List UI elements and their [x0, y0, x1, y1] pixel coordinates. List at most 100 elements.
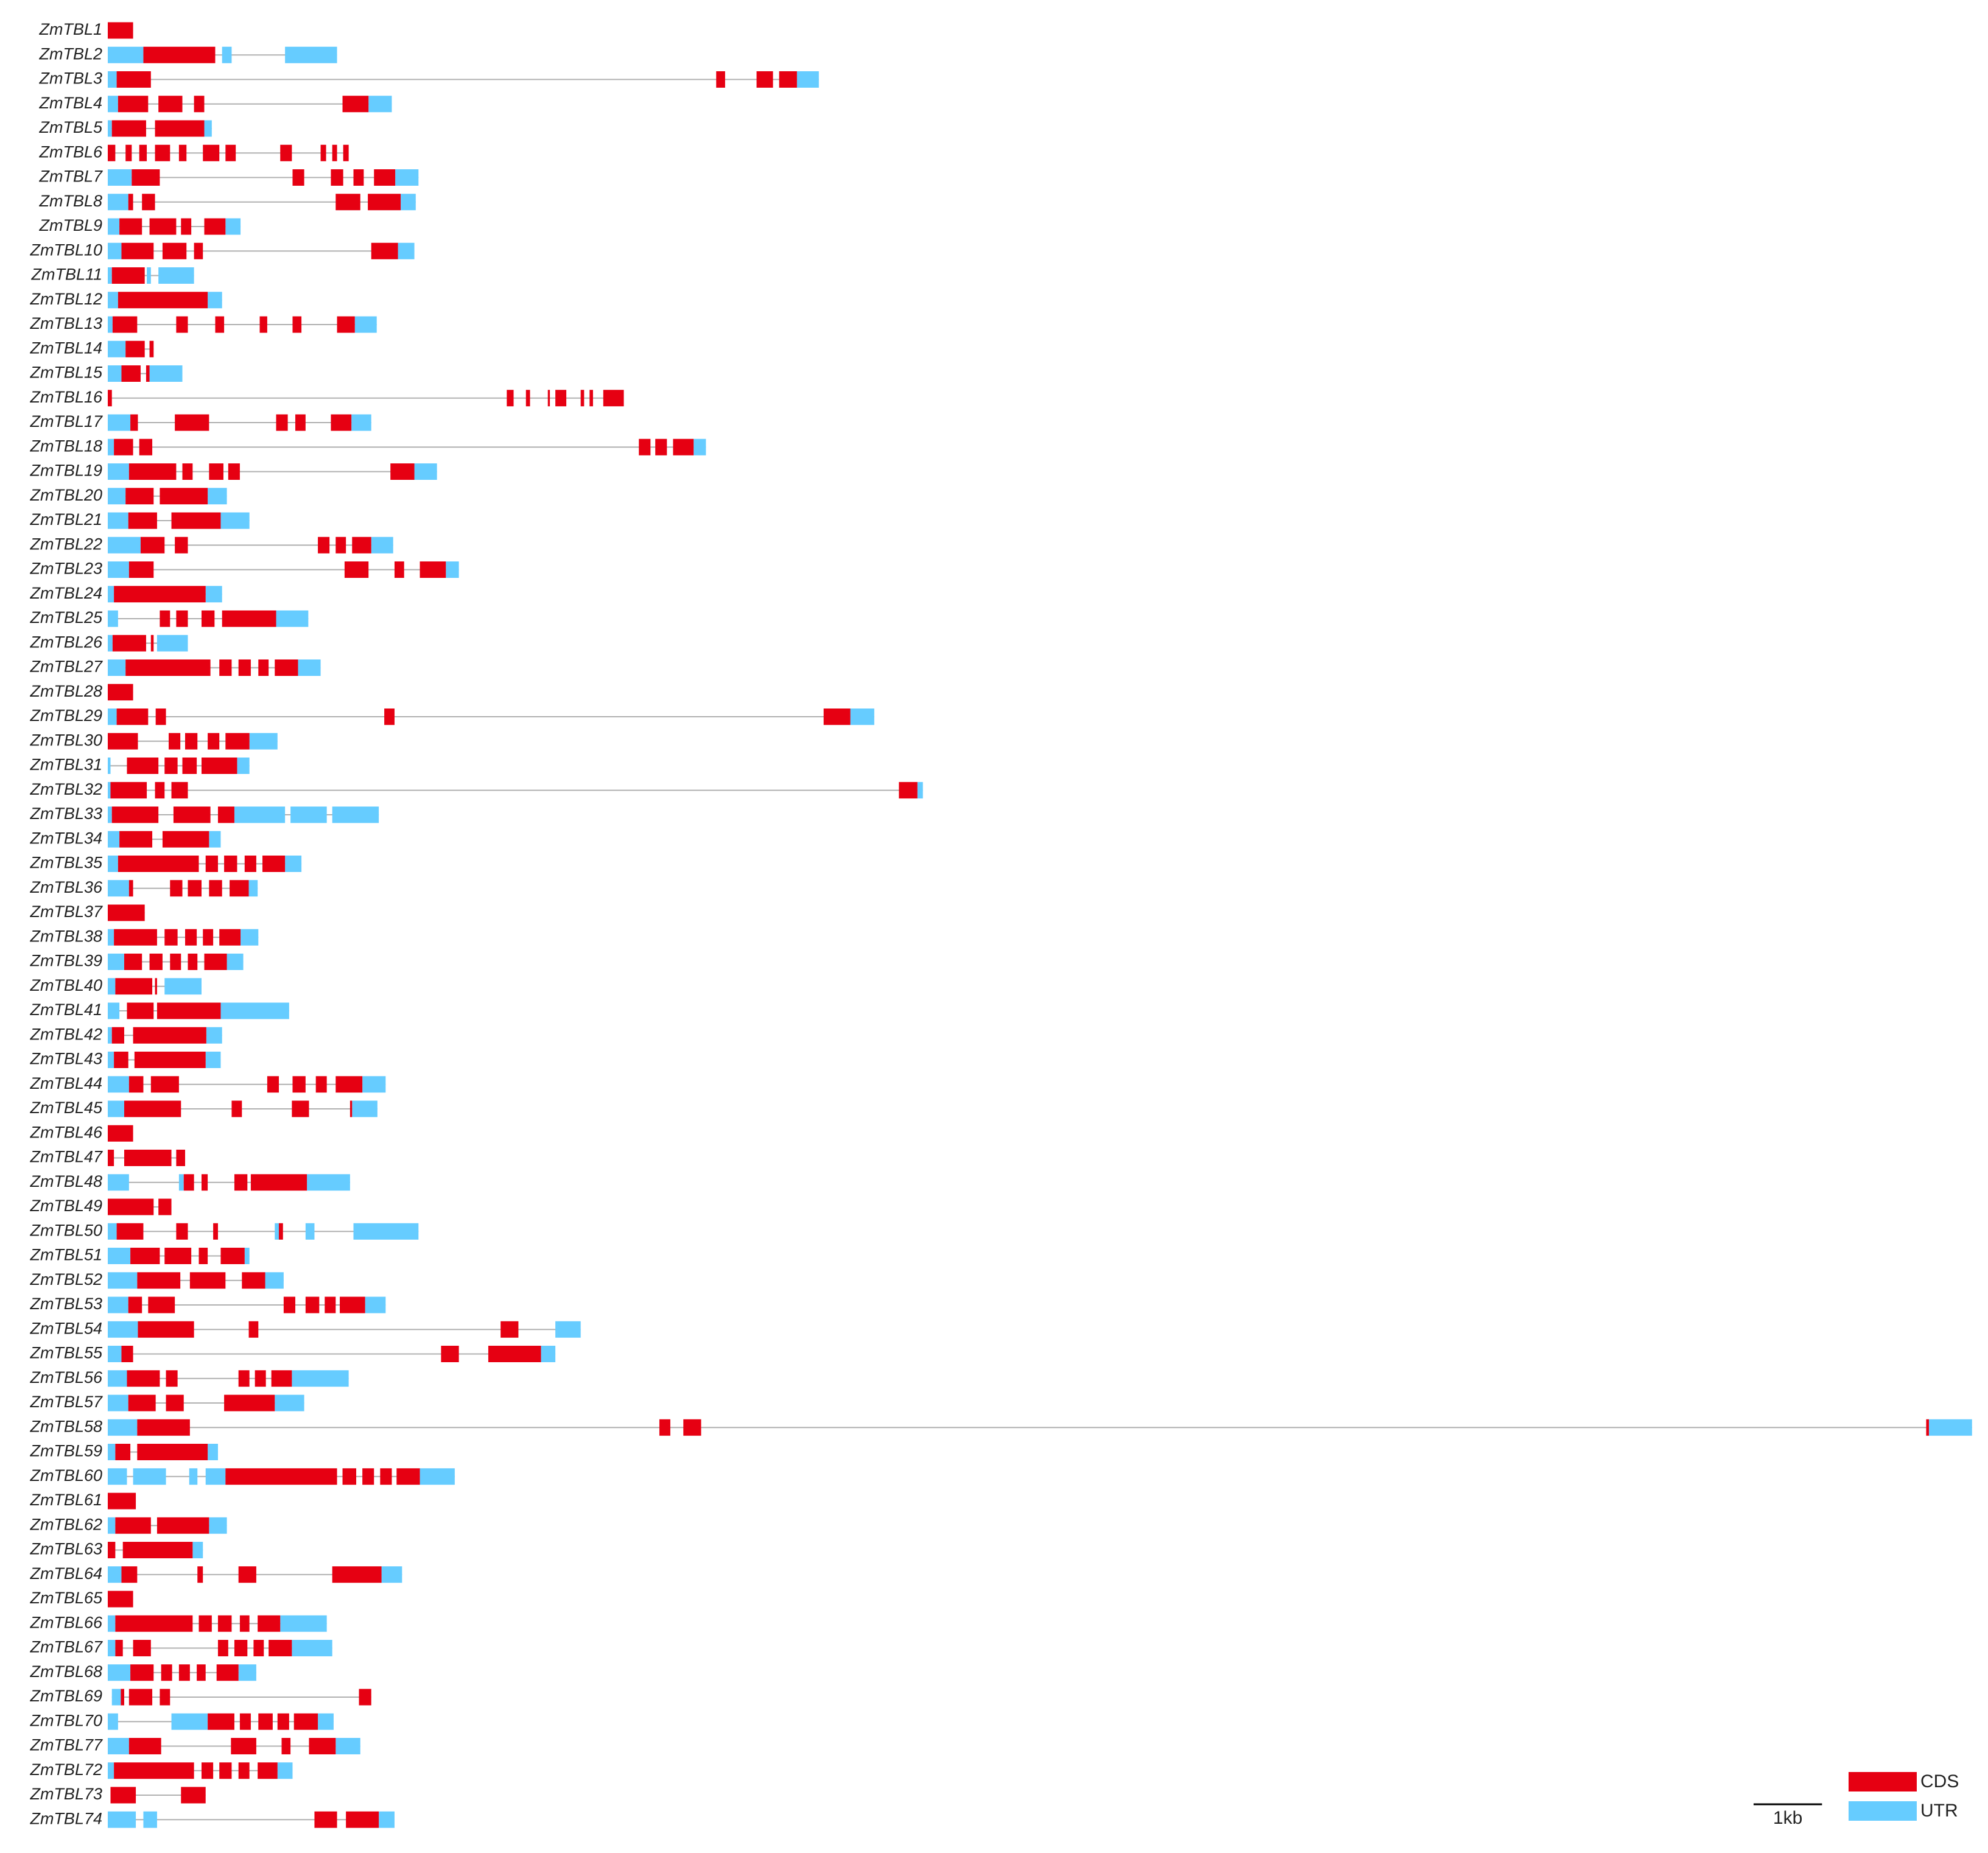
cds-segment: [149, 218, 177, 235]
cds-segment: [318, 536, 330, 554]
cds-segment: [127, 1002, 154, 1019]
cds-segment: [238, 1566, 256, 1583]
gene-name: ZmTBL50: [29, 1221, 102, 1239]
utr-segment: [395, 169, 419, 186]
utr-segment: [108, 1002, 120, 1019]
utr-segment: [401, 194, 416, 211]
gene-name: ZmTBL9: [38, 216, 102, 234]
gene-name: ZmTBL51: [29, 1246, 102, 1264]
cds-segment: [267, 1076, 279, 1093]
utr-segment: [108, 610, 118, 627]
utr-segment: [420, 1468, 455, 1485]
cds-segment: [244, 856, 256, 872]
gene-name: ZmTBL21: [29, 510, 102, 529]
cds-segment: [194, 96, 205, 113]
cds-segment: [1926, 1419, 1929, 1436]
cds-segment: [276, 414, 288, 431]
cds-segment: [155, 782, 165, 799]
cds-segment: [112, 635, 146, 652]
utr-segment: [292, 1640, 332, 1656]
cds-segment: [108, 390, 112, 407]
cds-segment: [194, 242, 203, 259]
utr-segment: [108, 1444, 116, 1460]
utr-segment: [108, 782, 111, 799]
cds-segment: [309, 1738, 336, 1754]
utr-segment: [108, 512, 128, 529]
gene-name: ZmTBL55: [29, 1344, 103, 1362]
gene-name: ZmTBL73: [29, 1785, 102, 1803]
cds-segment: [111, 806, 159, 823]
cds-segment: [115, 1615, 193, 1632]
cds-segment: [507, 390, 514, 407]
utr-segment: [205, 1052, 221, 1068]
utr-segment: [108, 242, 122, 259]
legend-swatch: [1849, 1772, 1917, 1791]
cds-segment: [128, 1689, 153, 1706]
cds-segment: [555, 390, 567, 407]
gene-name: ZmTBL17: [29, 412, 103, 431]
cds-segment: [201, 610, 215, 627]
cds-segment: [343, 144, 349, 161]
cds-segment: [121, 1566, 138, 1583]
cds-segment: [380, 1468, 392, 1485]
utr-segment: [208, 292, 222, 309]
gene-name: ZmTBL5: [38, 118, 103, 136]
utr-segment: [108, 659, 126, 676]
utr-segment: [237, 758, 250, 774]
gene-name: ZmTBL37: [29, 902, 103, 921]
cds-segment: [128, 1394, 156, 1412]
cds-segment: [673, 438, 694, 455]
cds-segment: [188, 880, 202, 897]
cds-segment: [134, 1052, 206, 1068]
cds-segment: [137, 1419, 190, 1436]
cds-segment: [353, 169, 364, 186]
cds-segment: [125, 340, 145, 357]
utr-segment: [108, 292, 118, 309]
cds-segment: [219, 929, 241, 946]
cds-segment: [121, 242, 154, 259]
cds-segment: [208, 733, 220, 750]
cds-segment: [234, 1174, 248, 1191]
cds-segment: [659, 1419, 670, 1436]
cds-segment: [176, 610, 188, 627]
utr-segment: [446, 561, 459, 578]
cds-segment: [374, 169, 396, 186]
cds-segment: [325, 1296, 336, 1313]
cds-segment: [547, 390, 550, 407]
cds-segment: [219, 659, 232, 676]
gene-name: ZmTBL54: [29, 1319, 102, 1337]
cds-segment: [342, 1468, 357, 1485]
gene-name: ZmTBL23: [29, 560, 102, 578]
gene-name: ZmTBL31: [29, 756, 102, 774]
utr-segment: [108, 194, 128, 211]
cds-segment: [171, 782, 188, 799]
utr-segment: [108, 1615, 116, 1632]
cds-segment: [217, 806, 234, 823]
cds-segment: [112, 316, 138, 333]
utr-segment: [238, 1664, 256, 1681]
cds-segment: [231, 1738, 256, 1754]
cds-segment: [127, 758, 159, 774]
cds-segment: [108, 904, 145, 921]
cds-segment: [125, 659, 211, 676]
cds-segment: [198, 1248, 208, 1264]
cds-segment: [271, 1370, 292, 1387]
cds-segment: [160, 1689, 170, 1706]
gene-name: ZmTBL64: [29, 1564, 102, 1583]
cds-segment: [224, 856, 237, 872]
cds-segment: [173, 806, 211, 823]
cds-segment: [201, 1762, 214, 1779]
utr-segment: [108, 1370, 127, 1387]
utr-segment: [307, 1174, 350, 1191]
cds-segment: [115, 1640, 123, 1656]
legend-swatch: [1849, 1801, 1917, 1821]
utr-segment: [108, 120, 112, 137]
utr-segment: [178, 1174, 184, 1191]
cds-segment: [280, 144, 292, 161]
cds-segment: [258, 659, 269, 676]
gene-name: ZmTBL60: [29, 1466, 102, 1485]
utr-segment: [108, 316, 113, 333]
cds-segment: [349, 1100, 353, 1117]
cds-segment: [164, 1248, 192, 1264]
